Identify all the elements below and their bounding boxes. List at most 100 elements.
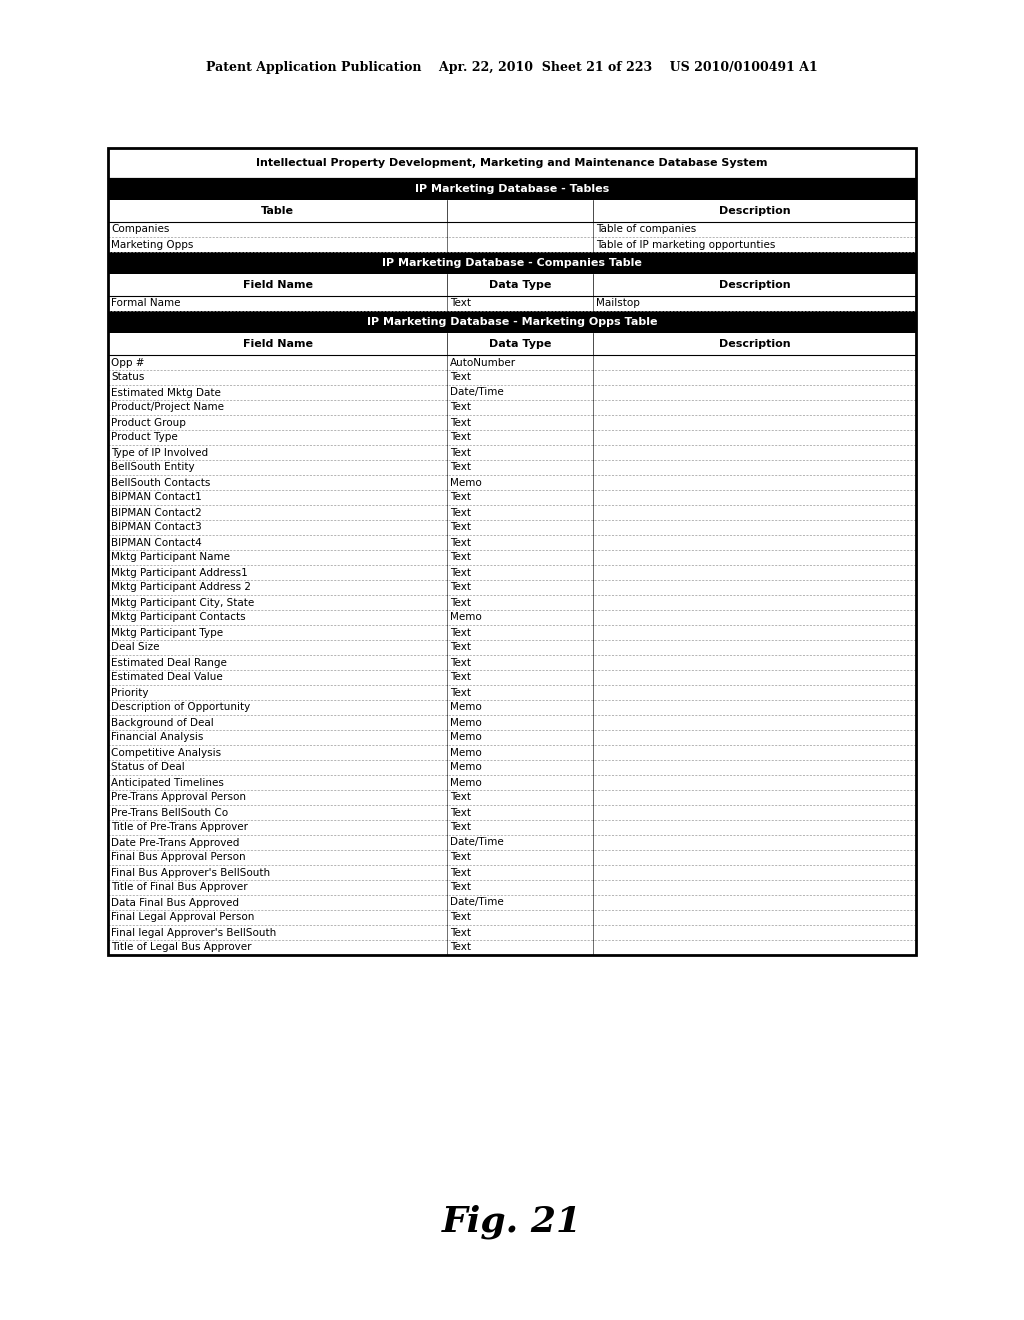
Text: Status: Status bbox=[111, 372, 144, 383]
Bar bbox=[108, 565, 916, 579]
Bar bbox=[108, 550, 916, 565]
Bar bbox=[108, 640, 916, 655]
Text: Memo: Memo bbox=[451, 777, 482, 788]
Text: Background of Deal: Background of Deal bbox=[111, 718, 214, 727]
Text: Memo: Memo bbox=[451, 718, 482, 727]
Text: Final Bus Approver's BellSouth: Final Bus Approver's BellSouth bbox=[111, 867, 270, 878]
Bar bbox=[108, 370, 916, 385]
Text: Product Type: Product Type bbox=[111, 433, 178, 442]
Text: Text: Text bbox=[451, 298, 471, 309]
Text: Companies: Companies bbox=[111, 224, 169, 235]
Bar bbox=[108, 459, 916, 475]
Bar bbox=[108, 579, 916, 595]
Text: Title of Final Bus Approver: Title of Final Bus Approver bbox=[111, 883, 248, 892]
Bar bbox=[108, 148, 916, 954]
Bar bbox=[108, 385, 916, 400]
Bar bbox=[108, 925, 916, 940]
Bar bbox=[108, 760, 916, 775]
Text: Data Type: Data Type bbox=[488, 280, 551, 290]
Text: Field Name: Field Name bbox=[243, 280, 312, 290]
Text: Mktg Participant Name: Mktg Participant Name bbox=[111, 553, 230, 562]
Text: Table of IP marketing opportunties: Table of IP marketing opportunties bbox=[596, 239, 775, 249]
Bar bbox=[108, 744, 916, 760]
Bar bbox=[108, 312, 916, 333]
Text: Product/Project Name: Product/Project Name bbox=[111, 403, 224, 412]
Bar bbox=[108, 296, 916, 312]
Text: BIPMAN Contact3: BIPMAN Contact3 bbox=[111, 523, 202, 532]
Text: Formal Name: Formal Name bbox=[111, 298, 180, 309]
Bar bbox=[108, 880, 916, 895]
Bar bbox=[108, 700, 916, 715]
Bar bbox=[108, 895, 916, 909]
Text: Text: Text bbox=[451, 507, 471, 517]
Bar bbox=[108, 178, 916, 201]
Text: BIPMAN Contact4: BIPMAN Contact4 bbox=[111, 537, 202, 548]
Bar bbox=[108, 430, 916, 445]
Bar bbox=[108, 730, 916, 744]
Text: Pre-Trans Approval Person: Pre-Trans Approval Person bbox=[111, 792, 246, 803]
Bar bbox=[108, 820, 916, 836]
Text: Text: Text bbox=[451, 417, 471, 428]
Text: IP Marketing Database - Companies Table: IP Marketing Database - Companies Table bbox=[382, 257, 642, 268]
Text: Type of IP Involved: Type of IP Involved bbox=[111, 447, 208, 458]
Text: Field Name: Field Name bbox=[243, 339, 312, 348]
Text: Text: Text bbox=[451, 928, 471, 937]
Bar bbox=[108, 355, 916, 370]
Text: Text: Text bbox=[451, 403, 471, 412]
Text: Final legal Approver's BellSouth: Final legal Approver's BellSouth bbox=[111, 928, 276, 937]
Text: Memo: Memo bbox=[451, 702, 482, 713]
Text: Fig. 21: Fig. 21 bbox=[442, 1205, 582, 1239]
Bar bbox=[108, 715, 916, 730]
Bar bbox=[108, 610, 916, 624]
Text: Final Bus Approval Person: Final Bus Approval Person bbox=[111, 853, 246, 862]
Text: Text: Text bbox=[451, 627, 471, 638]
Bar bbox=[108, 414, 916, 430]
Bar bbox=[108, 535, 916, 550]
Text: Text: Text bbox=[451, 553, 471, 562]
Text: Memo: Memo bbox=[451, 747, 482, 758]
Bar bbox=[108, 850, 916, 865]
Text: Patent Application Publication    Apr. 22, 2010  Sheet 21 of 223    US 2010/0100: Patent Application Publication Apr. 22, … bbox=[206, 62, 818, 74]
Text: Table: Table bbox=[261, 206, 294, 216]
Text: IP Marketing Database - Tables: IP Marketing Database - Tables bbox=[415, 183, 609, 194]
Text: Text: Text bbox=[451, 523, 471, 532]
Text: Text: Text bbox=[451, 447, 471, 458]
Text: Text: Text bbox=[451, 568, 471, 578]
Text: Text: Text bbox=[451, 672, 471, 682]
Text: Product Group: Product Group bbox=[111, 417, 186, 428]
Text: Intellectual Property Development, Marketing and Maintenance Database System: Intellectual Property Development, Marke… bbox=[256, 158, 768, 168]
Text: Description: Description bbox=[719, 280, 791, 290]
Text: Text: Text bbox=[451, 867, 471, 878]
Text: Data Final Bus Approved: Data Final Bus Approved bbox=[111, 898, 239, 908]
Text: Anticipated Timelines: Anticipated Timelines bbox=[111, 777, 224, 788]
Bar bbox=[108, 475, 916, 490]
Text: Final Legal Approval Person: Final Legal Approval Person bbox=[111, 912, 254, 923]
Text: Text: Text bbox=[451, 822, 471, 833]
Text: Text: Text bbox=[451, 808, 471, 817]
Text: Marketing Opps: Marketing Opps bbox=[111, 239, 194, 249]
Text: BellSouth Entity: BellSouth Entity bbox=[111, 462, 195, 473]
Text: Description: Description bbox=[719, 339, 791, 348]
Text: IP Marketing Database - Marketing Opps Table: IP Marketing Database - Marketing Opps T… bbox=[367, 317, 657, 327]
Text: Financial Analysis: Financial Analysis bbox=[111, 733, 204, 742]
Text: Text: Text bbox=[451, 372, 471, 383]
Bar bbox=[108, 201, 916, 222]
Text: Memo: Memo bbox=[451, 733, 482, 742]
Text: Status of Deal: Status of Deal bbox=[111, 763, 184, 772]
Text: Text: Text bbox=[451, 853, 471, 862]
Text: Text: Text bbox=[451, 643, 471, 652]
Text: Description of Opportunity: Description of Opportunity bbox=[111, 702, 250, 713]
Bar bbox=[108, 624, 916, 640]
Bar bbox=[108, 789, 916, 805]
Text: Description: Description bbox=[719, 206, 791, 216]
Text: Opp #: Opp # bbox=[111, 358, 144, 367]
Text: Title of Pre-Trans Approver: Title of Pre-Trans Approver bbox=[111, 822, 248, 833]
Bar bbox=[108, 940, 916, 954]
Bar bbox=[108, 333, 916, 355]
Bar bbox=[108, 275, 916, 296]
Bar bbox=[108, 836, 916, 850]
Text: Data Type: Data Type bbox=[488, 339, 551, 348]
Text: Mktg Participant Address 2: Mktg Participant Address 2 bbox=[111, 582, 251, 593]
Text: Date/Time: Date/Time bbox=[451, 837, 504, 847]
Bar bbox=[108, 490, 916, 506]
